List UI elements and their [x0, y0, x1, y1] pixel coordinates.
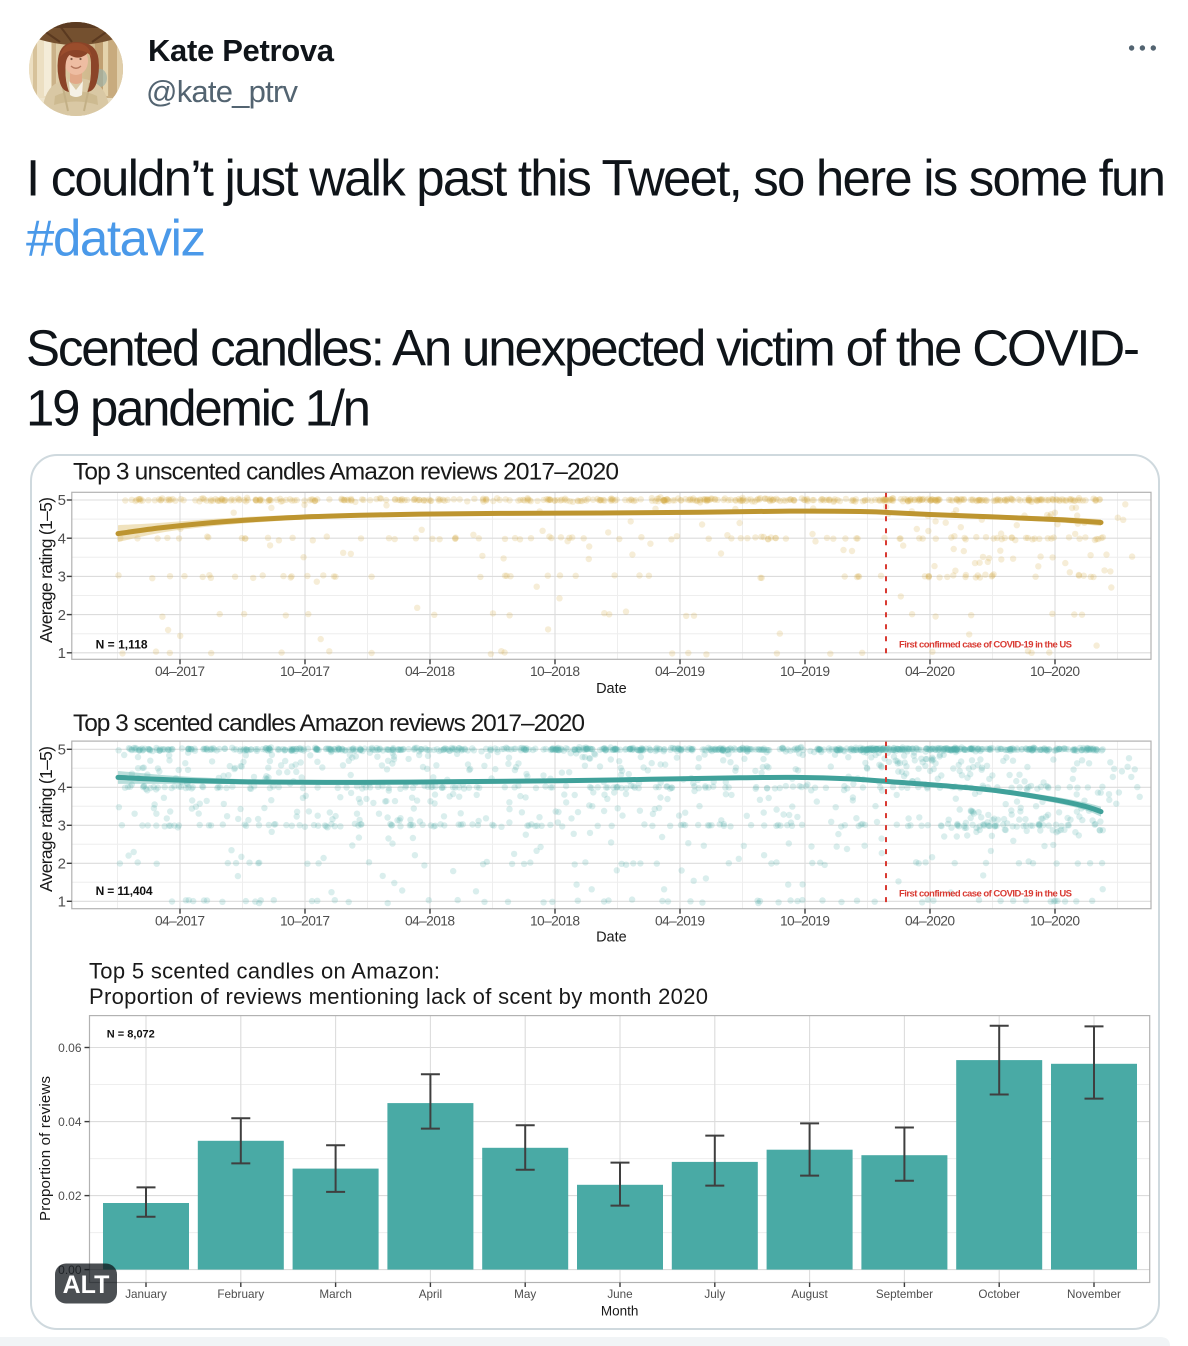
svg-text:3: 3 [58, 569, 66, 586]
svg-text:Date: Date [596, 681, 627, 697]
svg-text:I couldn’t just walk past this: I couldn’t just walk past this Tweet, so… [26, 150, 1166, 207]
svg-text:04–2019: 04–2019 [655, 913, 705, 928]
svg-text:04–2017: 04–2017 [155, 913, 205, 928]
svg-text:May: May [514, 1288, 536, 1301]
svg-text:Top 5 scented candles on Amazo: Top 5 scented candles on Amazon: [89, 958, 440, 983]
svg-text:First confirmed case of COVID-: First confirmed case of COVID-19 in the … [899, 889, 1072, 900]
svg-text:April: April [419, 1288, 442, 1301]
svg-text:Top 3 scented candles Amazon r: Top 3 scented candles Amazon reviews 201… [73, 710, 585, 737]
svg-text:August: August [791, 1288, 828, 1301]
svg-text:10–2018: 10–2018 [530, 913, 580, 928]
svg-text:N = 1,118: N = 1,118 [96, 637, 148, 651]
svg-text:Scented candles: An unexpected: Scented candles: An unexpected victim of… [26, 320, 1140, 377]
svg-text:November: November [1067, 1288, 1121, 1301]
svg-text:First confirmed case of COVID-: First confirmed case of COVID-19 in the … [899, 639, 1072, 650]
svg-text:1: 1 [58, 645, 66, 662]
svg-text:June: June [607, 1288, 632, 1301]
svg-text:Average rating (1–5): Average rating (1–5) [36, 746, 56, 892]
svg-text:4: 4 [58, 530, 66, 547]
svg-text:10–2020: 10–2020 [1030, 913, 1080, 928]
svg-text:Kate Petrova: Kate Petrova [148, 33, 335, 68]
svg-text:0.06: 0.06 [58, 1041, 82, 1055]
svg-text:04–2020: 04–2020 [905, 664, 955, 679]
svg-text:5: 5 [58, 492, 66, 509]
svg-text:10–2017: 10–2017 [280, 664, 330, 679]
svg-text:10–2019: 10–2019 [780, 664, 830, 679]
svg-text:February: February [217, 1288, 264, 1301]
svg-text:Proportion of reviews: Proportion of reviews [37, 1076, 54, 1221]
svg-text:Date: Date [596, 930, 627, 946]
svg-text:0.04: 0.04 [58, 1115, 82, 1129]
svg-text:04–2017: 04–2017 [155, 664, 205, 679]
svg-text:Average rating (1–5): Average rating (1–5) [36, 497, 56, 643]
svg-text:2: 2 [58, 607, 66, 624]
svg-text:#dataviz: #dataviz [26, 210, 206, 267]
svg-text:2: 2 [58, 856, 66, 873]
svg-text:Month: Month [601, 1304, 639, 1319]
svg-text:@kate_ptrv: @kate_ptrv [146, 74, 299, 109]
svg-text:Proportion of reviews mentioni: Proportion of reviews mentioning lack of… [89, 984, 708, 1009]
svg-text:04–2018: 04–2018 [405, 913, 455, 928]
svg-text:10–2018: 10–2018 [530, 664, 580, 679]
svg-text:March: March [319, 1288, 351, 1301]
svg-text:1: 1 [58, 894, 66, 911]
svg-text:ALT: ALT [63, 1271, 110, 1299]
svg-text:Top 3 unscented candles Amazon: Top 3 unscented candles Amazon reviews 2… [73, 459, 619, 486]
svg-text:04–2019: 04–2019 [655, 664, 705, 679]
svg-text:N = 8,072: N = 8,072 [107, 1028, 155, 1040]
svg-text:3: 3 [58, 818, 66, 835]
svg-text:July: July [704, 1288, 725, 1301]
svg-text:4: 4 [58, 780, 66, 797]
svg-text:5: 5 [58, 742, 66, 759]
svg-text:19 pandemic 1/n: 19 pandemic 1/n [26, 380, 371, 437]
svg-text:September: September [876, 1288, 933, 1301]
svg-text:10–2017: 10–2017 [280, 913, 330, 928]
svg-text:January: January [125, 1288, 167, 1301]
svg-text:10–2020: 10–2020 [1030, 664, 1080, 679]
svg-text:October: October [978, 1288, 1020, 1301]
svg-text:10–2019: 10–2019 [780, 913, 830, 928]
svg-text:04–2020: 04–2020 [905, 913, 955, 928]
svg-text:0.02: 0.02 [58, 1189, 82, 1203]
svg-text:04–2018: 04–2018 [405, 664, 455, 679]
svg-text:N = 11,404: N = 11,404 [96, 884, 153, 898]
